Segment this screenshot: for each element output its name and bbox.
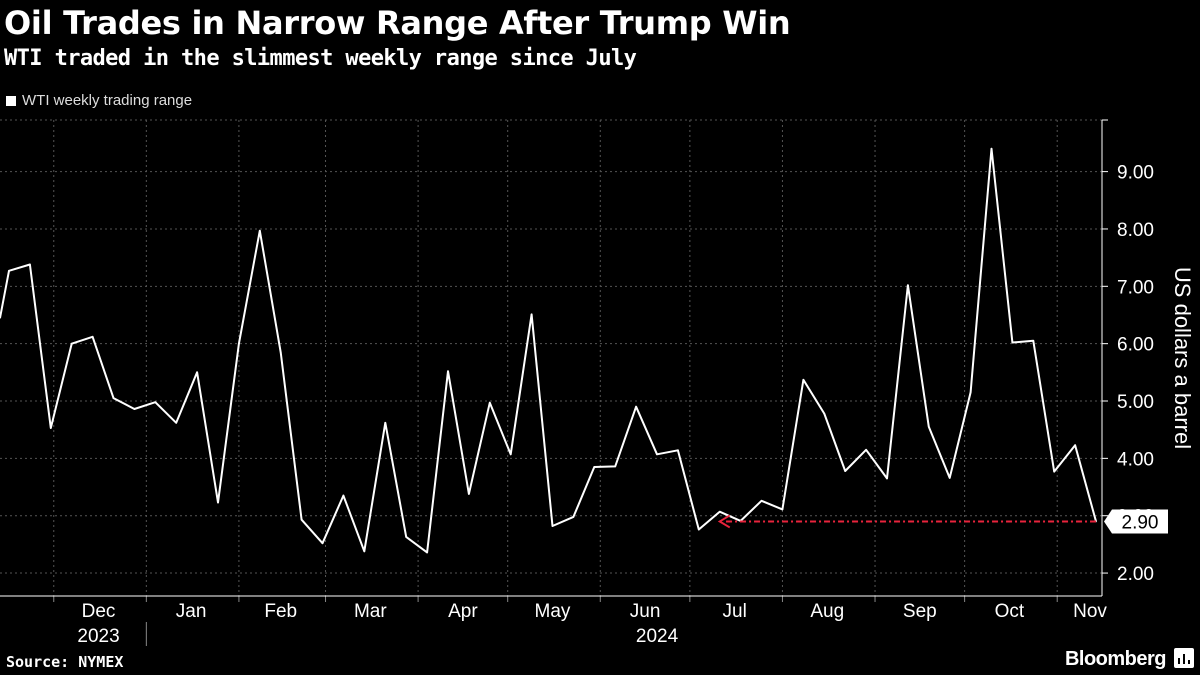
- data-point: [1053, 470, 1056, 473]
- y-tick-label: 9.00: [1117, 163, 1154, 184]
- data-point: [802, 378, 805, 381]
- data-point: [865, 448, 867, 451]
- year-label: 2023: [77, 626, 119, 647]
- x-tick-label: Jul: [723, 601, 747, 622]
- data-point: [91, 335, 94, 338]
- y-tick-label: 6.00: [1117, 335, 1154, 356]
- data-point: [29, 263, 31, 266]
- legend-swatch: [6, 95, 16, 106]
- data-point: [154, 401, 157, 403]
- data-point: [300, 518, 303, 521]
- data-point: [70, 342, 73, 345]
- x-tick-label: Aug: [810, 601, 844, 622]
- data-point: [677, 449, 679, 452]
- axis-layer: 2.003.004.005.006.007.008.009.00DecJanFe…: [0, 119, 1195, 647]
- x-tick-label: May: [535, 601, 571, 622]
- data-point: [635, 405, 637, 408]
- data-point: [844, 470, 846, 472]
- data-point: [488, 401, 491, 404]
- data-point: [698, 528, 700, 531]
- data-point: [509, 453, 512, 456]
- y-tick-label: 5.00: [1117, 392, 1154, 413]
- data-point: [551, 525, 554, 527]
- y-tick-label: 4.00: [1117, 449, 1154, 470]
- x-tick-label: Nov: [1073, 601, 1107, 622]
- data-point: [1032, 339, 1035, 342]
- data-point: [886, 477, 888, 480]
- data-point: [572, 516, 575, 518]
- data-point: [238, 342, 240, 345]
- data-point: [927, 426, 930, 428]
- y-tick-label: 8.00: [1117, 220, 1154, 241]
- data-point: [781, 508, 784, 511]
- data-point: [279, 351, 282, 354]
- data-point: [321, 542, 324, 545]
- data-point: [363, 550, 366, 553]
- x-tick-label: Apr: [448, 601, 478, 622]
- data-point: [614, 465, 617, 468]
- data-point: [760, 500, 763, 502]
- data-point: [990, 147, 993, 150]
- data-point: [969, 391, 972, 394]
- last-value-label: 2.90: [1122, 512, 1159, 533]
- data-point: [1074, 444, 1076, 446]
- data-point: [530, 313, 533, 316]
- data-point: [133, 408, 136, 410]
- data-point: [468, 493, 470, 495]
- reference-arrow-head: [717, 514, 731, 529]
- data-point: [196, 371, 198, 374]
- data-point: [342, 494, 345, 497]
- y-axis-title: US dollars a barrel: [1170, 267, 1195, 449]
- data-point: [718, 510, 721, 513]
- x-tick-label: Sep: [903, 601, 937, 622]
- legend: WTI weekly trading range: [6, 92, 192, 109]
- data-point: [49, 427, 52, 429]
- grid-layer: [0, 119, 1102, 596]
- data-point: [175, 422, 178, 424]
- chart-subtitle: WTI traded in the slimmest weekly range …: [4, 46, 637, 71]
- data-point: [426, 551, 428, 554]
- x-tick-label: Dec: [82, 601, 116, 622]
- x-tick-label: Jan: [176, 601, 207, 622]
- data-point: [823, 412, 826, 415]
- brand-logo: Bloomberg: [1064, 648, 1167, 670]
- data-point: [907, 284, 909, 286]
- data-point: [405, 536, 407, 538]
- legend-label: WTI weekly trading range: [22, 92, 193, 109]
- bloomberg-chart-icon: [1174, 648, 1194, 668]
- data-point: [593, 466, 596, 468]
- annotation-layer: 2.90: [717, 509, 1168, 534]
- data-point: [447, 370, 449, 372]
- data-point: [656, 453, 658, 456]
- source-note: Source: NYMEX: [6, 653, 124, 671]
- y-tick-label: 2.00: [1117, 564, 1154, 585]
- data-point: [217, 501, 219, 504]
- data-point: [948, 477, 951, 479]
- chart-title: Oil Trades in Narrow Range After Trump W…: [4, 4, 791, 42]
- last-value-badge: [1104, 509, 1168, 534]
- data-point: [384, 422, 387, 424]
- x-tick-label: Mar: [354, 601, 387, 622]
- data-point: [1011, 341, 1014, 344]
- x-tick-label: Jun: [630, 601, 661, 622]
- data-point: [0, 317, 1, 319]
- data-point: [112, 397, 115, 399]
- data-point: [259, 229, 261, 232]
- series-layer: [0, 147, 1097, 554]
- y-tick-label: 7.00: [1117, 277, 1154, 298]
- data-point: [8, 270, 10, 272]
- year-label: 2024: [636, 626, 679, 647]
- x-tick-label: Feb: [264, 601, 297, 622]
- x-tick-label: Oct: [995, 601, 1025, 622]
- wti-range-line: [0, 147, 1097, 554]
